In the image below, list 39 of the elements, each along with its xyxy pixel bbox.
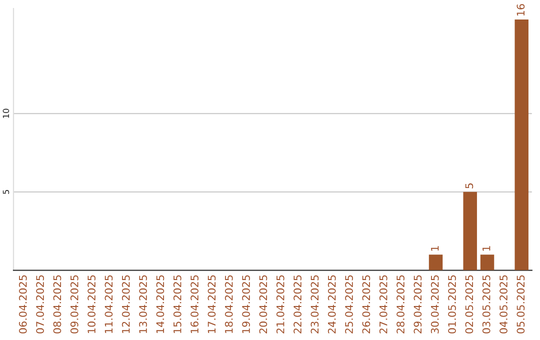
data-label: 5 (465, 183, 474, 188)
data-label: 1 (482, 246, 490, 251)
data-label: 16 (516, 4, 525, 16)
bar (428, 254, 443, 270)
y-tick-label: 10 (2, 108, 10, 118)
x-tick-label: 22.04.2025 (294, 275, 302, 334)
x-tick-label: 04.05.2025 (500, 275, 508, 334)
x-tick-label: 30.04.2025 (430, 275, 439, 334)
x-tick-label: 12.04.2025 (122, 275, 130, 333)
x-tick-label: 26.04.2025 (362, 275, 370, 334)
bar (514, 19, 528, 270)
x-tick-label: 19.04.2025 (242, 275, 250, 333)
x-tick-label: 03.05.2025 (482, 275, 490, 334)
x-tick-label: 21.04.2025 (276, 275, 284, 334)
x-tick-label: 16.04.2025 (190, 275, 198, 333)
x-tick-label: 09.04.2025 (70, 275, 78, 334)
x-tick-label: 27.04.2025 (379, 275, 388, 334)
x-tick-label: 07.04.2025 (36, 275, 44, 334)
x-tick-label: 20.04.2025 (259, 275, 268, 334)
data-label: 1 (431, 246, 439, 251)
x-tick-label: 18.04.2025 (224, 275, 233, 333)
x-tick-label: 10.04.2025 (88, 275, 96, 333)
x-tick-label: 25.04.2025 (345, 275, 353, 334)
x-tick-label: 14.04.2025 (156, 275, 164, 333)
x-tick-label: 24.04.2025 (328, 275, 336, 334)
x-tick-label: 29.04.2025 (414, 275, 422, 334)
bar (463, 192, 477, 270)
x-tick-label: 02.05.2025 (465, 275, 474, 334)
x-tick-label: 08.04.2025 (53, 275, 62, 334)
x-tick-label: 23.04.2025 (310, 275, 319, 334)
bar (480, 254, 494, 270)
x-tick-label: 11.04.2025 (104, 275, 113, 333)
x-tick-label: 05.05.2025 (516, 275, 525, 334)
x-tick-label: 13.04.2025 (139, 275, 147, 333)
x-tick-label: 17.04.2025 (208, 275, 216, 333)
x-tick-label: 06.04.2025 (18, 275, 27, 334)
x-tick-label: 15.04.2025 (173, 275, 182, 333)
x-tick-label: 28.04.2025 (396, 275, 404, 334)
x-tick-label: 01.05.2025 (448, 275, 456, 334)
